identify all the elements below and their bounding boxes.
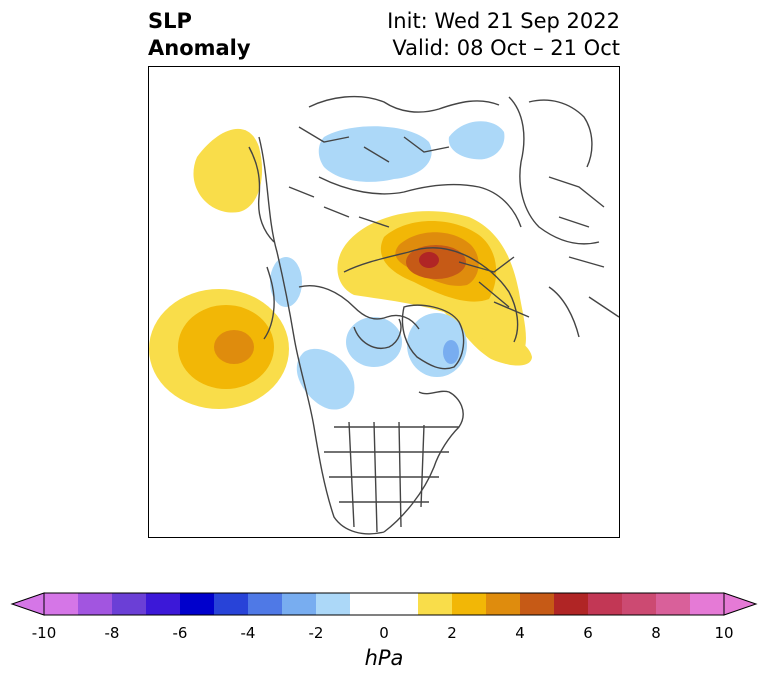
- colorbar-cell: [214, 593, 249, 615]
- colorbar-cell: [418, 593, 453, 615]
- colorbar: [10, 592, 758, 616]
- colorbar-cell: [486, 593, 521, 615]
- colorbar-outline: [43, 592, 725, 616]
- colorbar-cell: [316, 593, 351, 615]
- colorbar-tick-label: 10: [714, 624, 734, 642]
- colorbar-extend-min: [10, 592, 45, 616]
- title-line-2: Anomaly: [148, 36, 251, 60]
- positive-anomaly-siberia-core: [419, 252, 439, 268]
- positive-anomaly-atlantic: [479, 334, 532, 366]
- negative-anomaly-bering: [270, 257, 302, 307]
- valid-range: Valid: 08 Oct – 21 Oct: [392, 36, 620, 60]
- negative-anomaly-hudson-bay: [346, 317, 402, 367]
- colorbar-cell: [146, 593, 181, 615]
- colorbar-extend-max: [723, 592, 758, 616]
- colorbar-cell: [44, 593, 79, 615]
- negative-anomaly-greenland-core: [443, 340, 459, 364]
- colorbar-tick-label: 2: [447, 624, 457, 642]
- map-panel: [148, 66, 620, 538]
- colorbar-cells: [10, 592, 758, 616]
- colorbar-cell: [520, 593, 555, 615]
- anomaly-shading: [149, 121, 532, 410]
- colorbar-cell: [180, 593, 215, 615]
- forecast-dates: Init: Wed 21 Sep 2022 Valid: 08 Oct – 21…: [387, 8, 620, 62]
- positive-anomaly-north-pacific-core: [214, 330, 254, 364]
- colorbar-tick-label: -10: [31, 624, 57, 642]
- colorbar-tick-label: -2: [308, 624, 324, 642]
- init-date: Init: Wed 21 Sep 2022: [387, 9, 620, 33]
- slp-anomaly-map: [149, 95, 619, 535]
- colorbar-tick-label: 6: [583, 624, 593, 642]
- colorbar-tick-label: 8: [651, 624, 661, 642]
- negative-anomaly-russia-east: [448, 121, 505, 160]
- title-line-1: SLP: [148, 9, 192, 33]
- colorbar-tick-label: 0: [379, 624, 389, 642]
- colorbar-cell: [588, 593, 623, 615]
- colorbar-tick-label: 4: [515, 624, 525, 642]
- colorbar-cell: [350, 593, 385, 615]
- colorbar-cell: [656, 593, 691, 615]
- colorbar-cell: [452, 593, 487, 615]
- colorbar-cell: [78, 593, 113, 615]
- colorbar-tick-label: -8: [104, 624, 120, 642]
- coastlines: [248, 95, 619, 535]
- map-title: SLP Anomaly: [148, 8, 251, 62]
- negative-anomaly-canada: [296, 348, 355, 410]
- colorbar-cell: [282, 593, 317, 615]
- colorbar-cell: [384, 593, 419, 615]
- colorbar-unit: hPa: [364, 646, 404, 670]
- positive-anomaly-alaska-coast: [193, 128, 263, 213]
- colorbar-tick-label: -6: [172, 624, 188, 642]
- colorbar-cell: [248, 593, 283, 615]
- colorbar-cell: [622, 593, 657, 615]
- colorbar-cell: [554, 593, 589, 615]
- colorbar-tick-label: -4: [240, 624, 256, 642]
- colorbar-cell: [112, 593, 147, 615]
- colorbar-cell: [690, 593, 725, 615]
